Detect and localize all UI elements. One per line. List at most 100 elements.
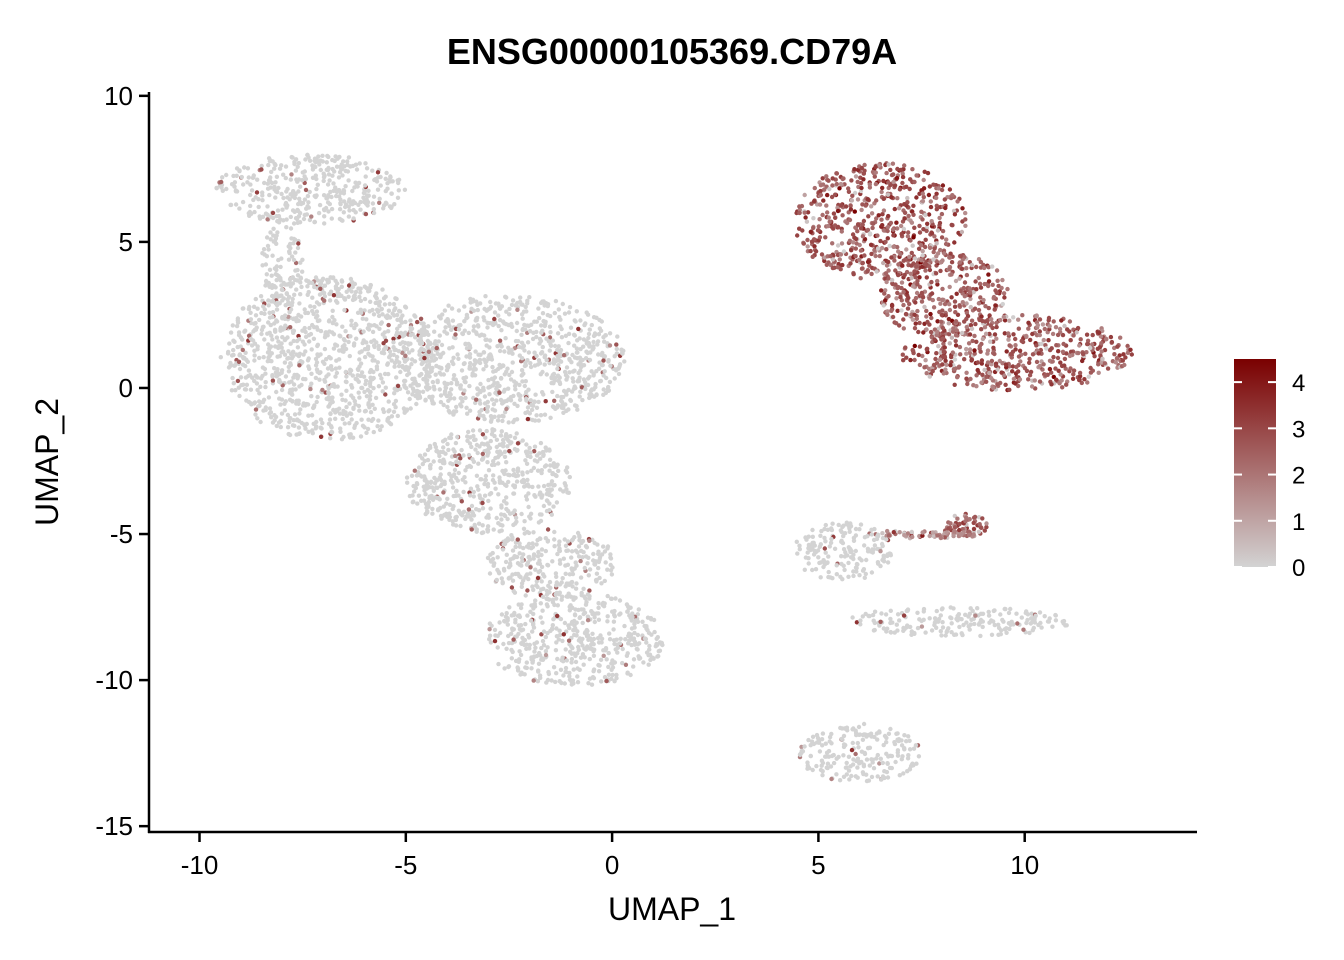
cell-point	[396, 363, 402, 369]
cell-point	[434, 477, 439, 483]
cell-point	[497, 383, 502, 389]
cell-point	[526, 555, 531, 560]
cell-point	[895, 166, 900, 172]
cell-point	[904, 312, 909, 317]
cell-point	[483, 294, 488, 299]
cell-point	[859, 165, 864, 171]
cell-point	[634, 646, 639, 652]
cell-point	[923, 212, 928, 218]
cell-point	[822, 187, 827, 192]
cell-point	[972, 306, 978, 311]
cell-point	[278, 264, 283, 270]
cell-point	[553, 298, 559, 304]
cell-point	[421, 498, 427, 503]
cell-point	[574, 581, 579, 586]
cell-point	[585, 312, 591, 317]
cell-point	[924, 314, 929, 319]
cell-point	[554, 596, 559, 601]
cell-point	[515, 668, 521, 673]
cell-point	[548, 330, 553, 335]
cell-point	[887, 243, 892, 249]
cell-point	[569, 579, 575, 585]
cell-point	[563, 543, 569, 548]
cell-point	[554, 500, 560, 505]
cell-point	[964, 346, 969, 352]
cell-point	[524, 442, 529, 447]
cell-point	[539, 564, 545, 570]
cell-point	[520, 438, 525, 443]
cell-point	[330, 314, 335, 320]
cell-point	[278, 418, 283, 424]
cell-point	[536, 549, 541, 555]
cell-point	[982, 265, 987, 271]
cell-point	[543, 445, 548, 450]
cell-point	[454, 489, 459, 494]
cell-point	[579, 548, 584, 554]
cell-point	[561, 353, 567, 358]
cell-point	[314, 176, 319, 182]
cell-point	[514, 554, 520, 560]
cell-point	[357, 395, 362, 400]
cell-point	[599, 581, 604, 586]
cell-point	[368, 383, 373, 389]
cell-point	[837, 257, 842, 262]
cell-point	[479, 477, 484, 482]
cell-point	[471, 489, 476, 495]
cell-point	[509, 324, 515, 329]
cell-point	[486, 377, 491, 383]
cell-point	[815, 228, 821, 233]
cell-point	[326, 397, 331, 402]
cell-point	[896, 262, 901, 267]
cell-point	[249, 343, 255, 348]
cell-point	[607, 331, 613, 336]
cell-point	[606, 672, 612, 677]
cell-point	[271, 299, 276, 304]
cell-point	[247, 372, 253, 378]
cell-point	[534, 583, 539, 588]
cell-point	[899, 280, 905, 285]
cell-point	[506, 664, 512, 669]
cell-point	[479, 407, 484, 413]
cell-point	[335, 293, 340, 299]
cell-point	[510, 537, 515, 542]
cell-point	[895, 290, 900, 296]
cell-point	[448, 461, 453, 466]
cell-point	[526, 504, 531, 510]
cell-point	[453, 440, 459, 446]
cell-point	[475, 450, 480, 456]
cell-point	[288, 341, 293, 346]
cell-point	[510, 360, 515, 365]
cell-point	[934, 203, 939, 208]
cell-point	[490, 427, 495, 432]
cell-point	[265, 217, 270, 222]
cell-point	[869, 251, 874, 257]
cell-point	[302, 423, 307, 428]
cell-point	[326, 209, 331, 214]
cell-point	[255, 177, 260, 182]
cell-point	[306, 200, 311, 205]
cell-point	[1067, 353, 1073, 359]
cell-point	[389, 358, 394, 363]
cell-point	[507, 372, 512, 378]
cell-point	[287, 380, 292, 385]
cell-point	[485, 481, 491, 487]
cell-point	[367, 369, 373, 375]
cell-point	[250, 338, 256, 343]
cell-point	[605, 614, 610, 619]
cell-point	[969, 318, 975, 323]
cell-point	[536, 306, 541, 311]
cell-point	[903, 345, 908, 350]
cell-point	[587, 594, 592, 599]
cell-point	[917, 320, 922, 326]
cell-point	[243, 350, 248, 355]
cell-point	[507, 605, 512, 610]
cell-point	[940, 336, 946, 341]
cell-point	[616, 371, 622, 377]
cell-point	[461, 509, 467, 514]
cell-point	[599, 636, 605, 641]
cell-point	[481, 350, 486, 355]
cell-point	[402, 187, 408, 192]
cell-point	[475, 484, 480, 489]
cell-point	[942, 197, 947, 202]
cell-point	[585, 628, 590, 634]
